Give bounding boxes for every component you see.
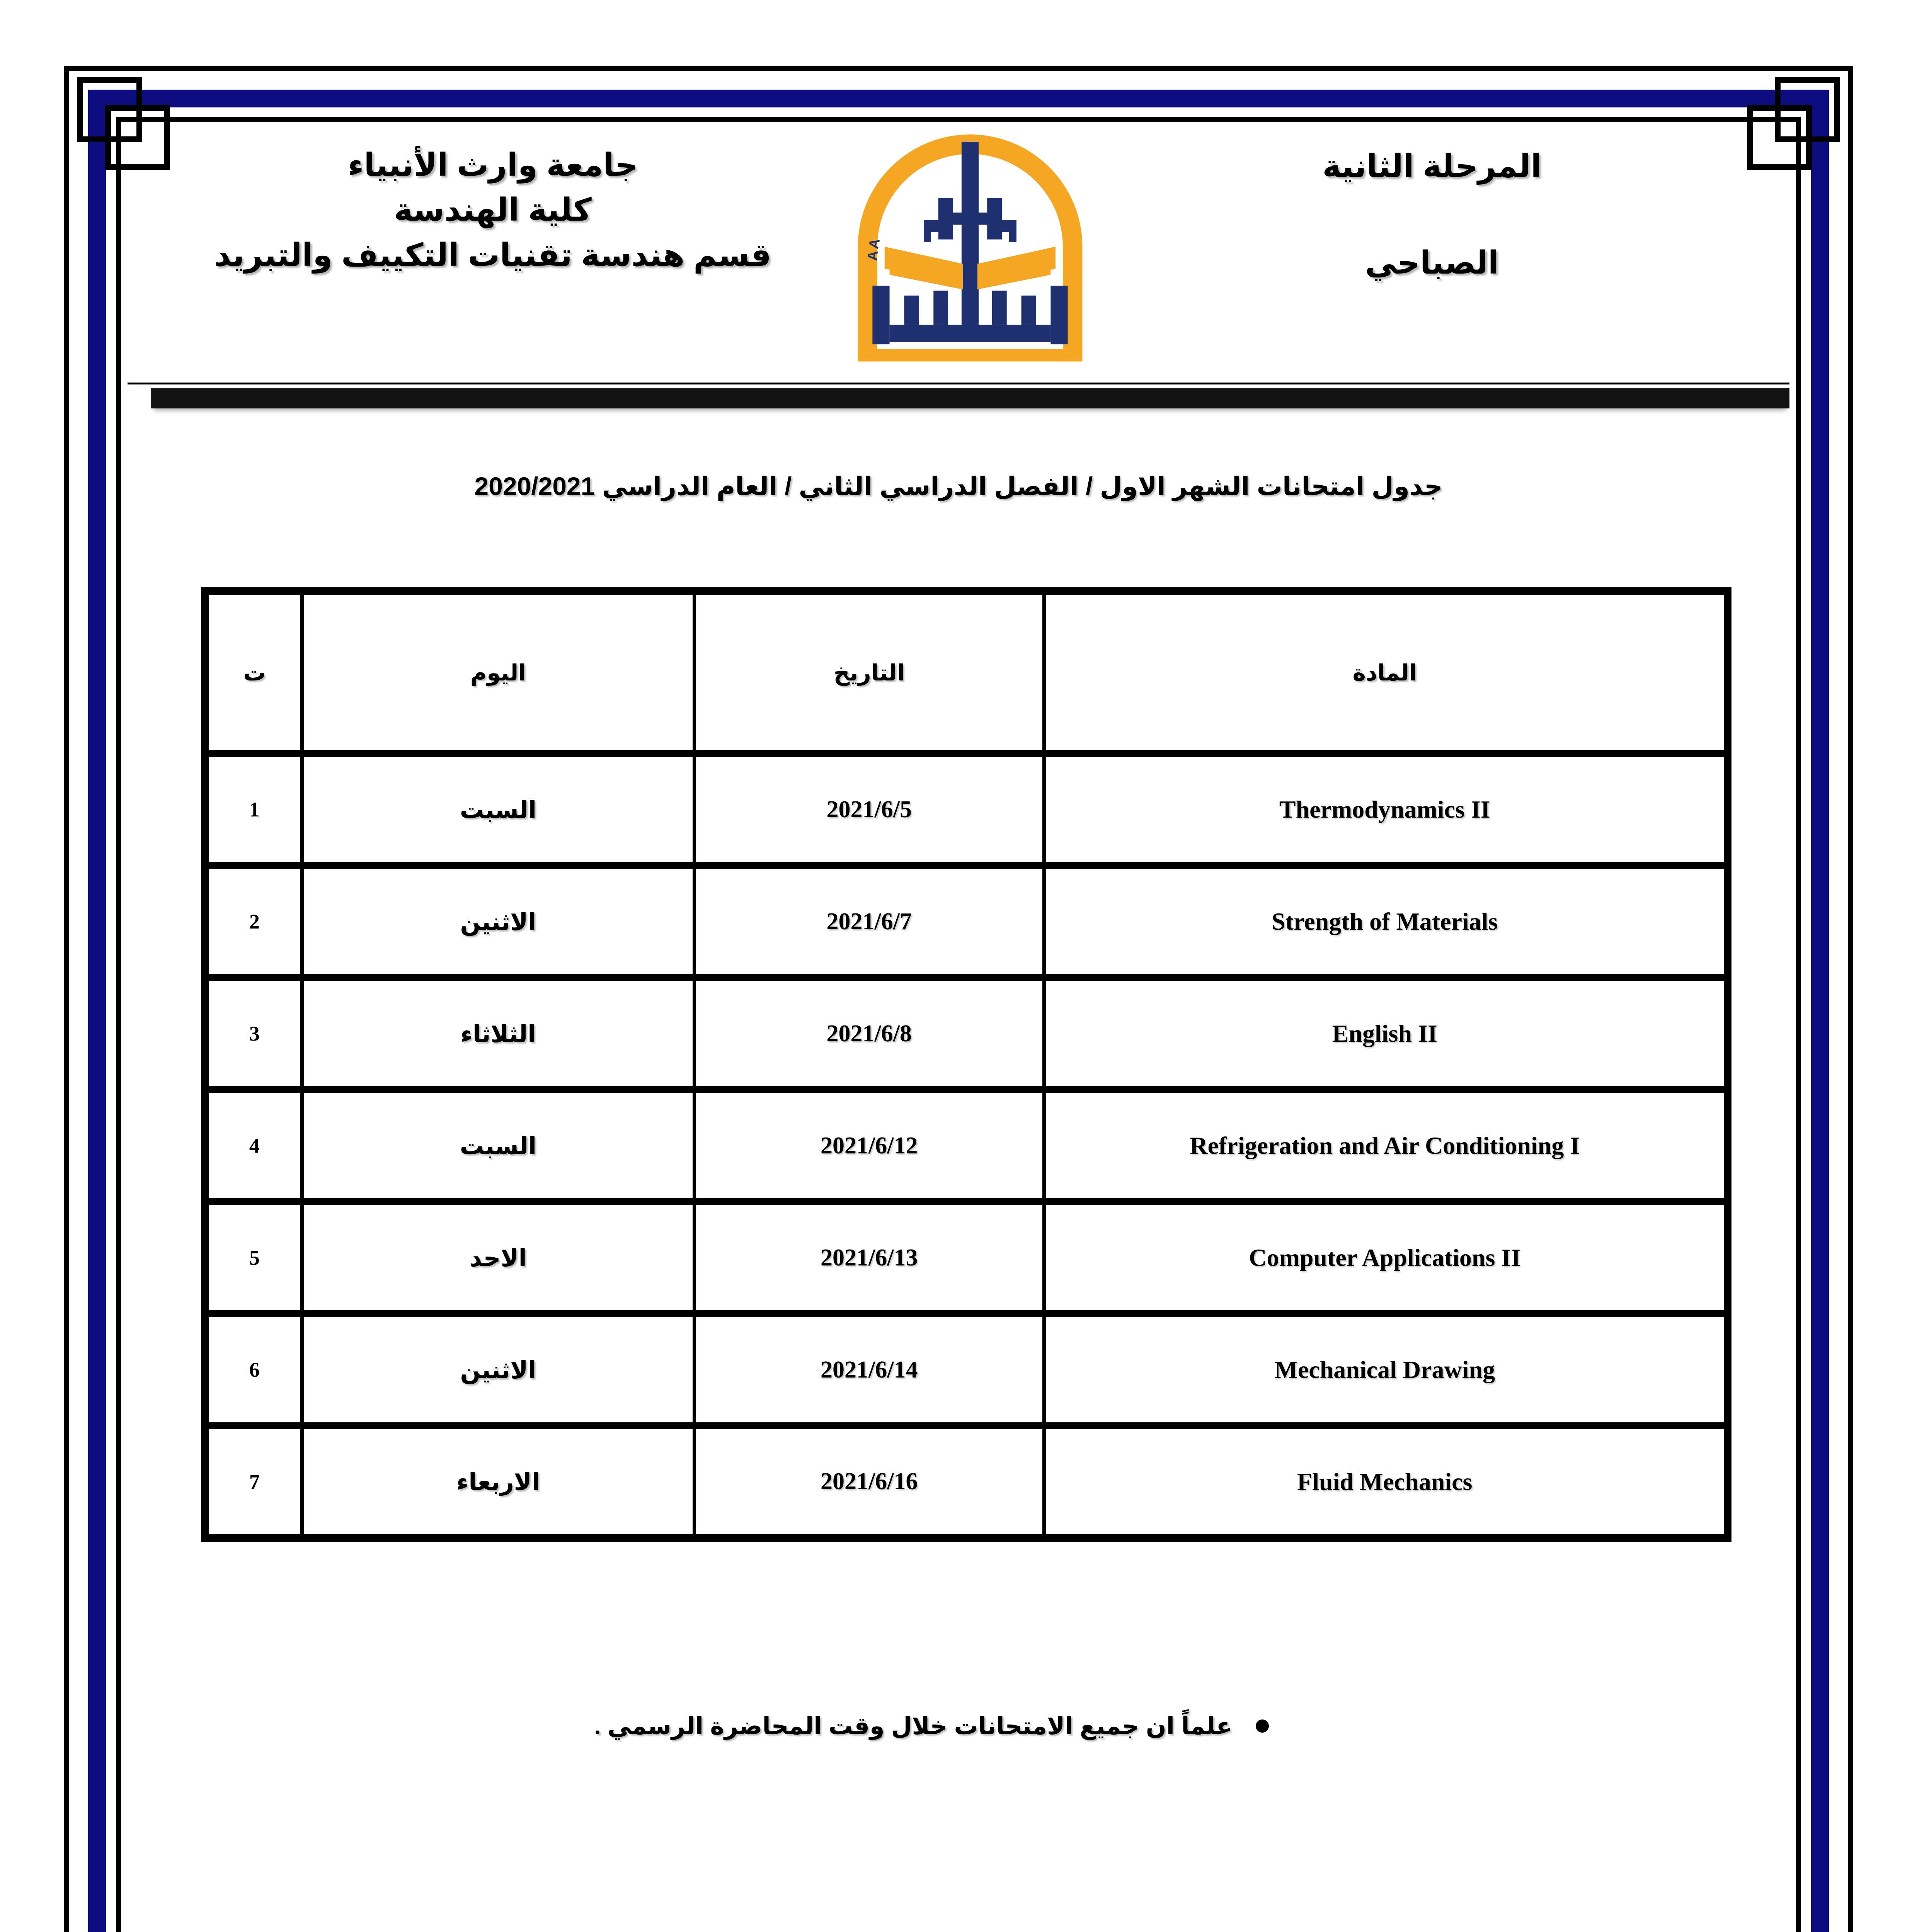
table-row: Thermodynamics II 2021/6/5 السبت 1 xyxy=(203,750,1730,869)
cell-subject: Refrigeration and Air Conditioning I xyxy=(1042,1086,1730,1205)
cell-subject: Fluid Mechanics xyxy=(1042,1422,1730,1541)
university-logo: UNIVERSITY OF WARITH ALANBIYAA ٢٠١٧ xyxy=(823,131,1117,366)
note-bullet-item: علماً ان جميع الامتحانات خلال وقت المحاض… xyxy=(128,1712,1789,1740)
cell-subject: Mechanical Drawing xyxy=(1042,1310,1730,1429)
column-header-date: التاريخ xyxy=(692,588,1046,757)
separator-thick-bar xyxy=(151,388,1789,408)
cell-day: الاثنين xyxy=(300,1310,696,1429)
department-name: قسم هندسة تقنيات التكييف والتبريد xyxy=(214,237,771,273)
cell-day: السبت xyxy=(300,750,696,869)
note-text: علماً ان جميع الامتحانات خلال وقت المحاض… xyxy=(594,1713,1233,1740)
cell-day: الثلاثاء xyxy=(300,974,696,1093)
college-name: كلية الهندسة xyxy=(394,192,592,228)
separator-thin-rule xyxy=(128,383,1789,384)
cell-date: 2021/6/14 xyxy=(692,1310,1046,1429)
table-row: Strength of Materials 2021/6/7 الاثنين 2 xyxy=(203,862,1730,981)
table-row: Refrigeration and Air Conditioning I 202… xyxy=(203,1086,1730,1205)
cell-subject: Computer Applications II xyxy=(1042,1198,1730,1317)
table-row: English II 2021/6/8 الثلاثاء 3 xyxy=(203,974,1730,1093)
table-row: Fluid Mechanics 2021/6/16 الاربعاء 7 xyxy=(203,1422,1730,1541)
cell-no: 5 xyxy=(203,1198,304,1317)
cell-date: 2021/6/5 xyxy=(692,750,1046,869)
letterhead-right-block: جامعة وارث الأنبياء كلية الهندسة قسم هند… xyxy=(128,131,808,278)
table-row: Mechanical Drawing 2021/6/14 الاثنين 6 xyxy=(203,1310,1730,1429)
cell-day: السبت xyxy=(300,1086,696,1205)
cell-subject: Thermodynamics II xyxy=(1042,750,1730,869)
cell-no: 1 xyxy=(203,750,304,869)
cell-date: 2021/6/8 xyxy=(692,974,1046,1093)
stage-label: المرحلة الثانية xyxy=(1322,149,1542,184)
cell-date: 2021/6/12 xyxy=(692,1086,1046,1205)
header-separator xyxy=(128,383,1789,408)
svg-text:٢٠١٧: ٢٠١٧ xyxy=(958,330,982,342)
cell-date: 2021/6/7 xyxy=(692,862,1046,981)
cell-no: 7 xyxy=(203,1422,304,1541)
exam-schedule-table: المادة التاريخ اليوم ت Thermodynamics II… xyxy=(201,587,1731,1542)
cell-no: 2 xyxy=(203,862,304,981)
cell-day: الاحد xyxy=(300,1198,696,1317)
cell-no: 4 xyxy=(203,1086,304,1205)
cell-date: 2021/6/16 xyxy=(692,1422,1046,1541)
letterhead: المرحلة الثانية الصباحي xyxy=(128,131,1789,375)
cell-day: الاربعاء xyxy=(300,1422,696,1541)
cell-day: الاثنين xyxy=(300,862,696,981)
university-of-warith-alanbiyaa-logo-svg: UNIVERSITY OF WARITH ALANBIYAA ٢٠١٧ xyxy=(835,134,1083,362)
column-header-no: ت xyxy=(203,588,304,757)
letterhead-left-block: المرحلة الثانية الصباحي xyxy=(1132,131,1789,279)
exam-schedule-table-wrap: المادة التاريخ اليوم ت Thermodynamics II… xyxy=(201,587,1731,1542)
page-title: جدول امتحانات الشهر الاول / الفصل الدراس… xyxy=(474,472,1443,500)
table-header-row: المادة التاريخ اليوم ت xyxy=(203,588,1730,757)
cell-subject: English II xyxy=(1042,974,1730,1093)
table-row: Computer Applications II 2021/6/13 الاحد… xyxy=(203,1198,1730,1317)
column-header-subject: المادة xyxy=(1042,588,1730,757)
column-header-day: اليوم xyxy=(300,588,696,757)
cell-no: 6 xyxy=(203,1310,304,1429)
university-name: جامعة وارث الأنبياء xyxy=(347,148,638,183)
document-sheet: المرحلة الثانية الصباحي xyxy=(128,128,1789,1932)
cell-date: 2021/6/13 xyxy=(692,1198,1046,1317)
cell-subject: Strength of Materials xyxy=(1042,862,1730,981)
bullet-icon xyxy=(1255,1719,1269,1733)
cell-no: 3 xyxy=(203,974,304,1093)
shift-label: الصباحي xyxy=(1365,245,1499,281)
